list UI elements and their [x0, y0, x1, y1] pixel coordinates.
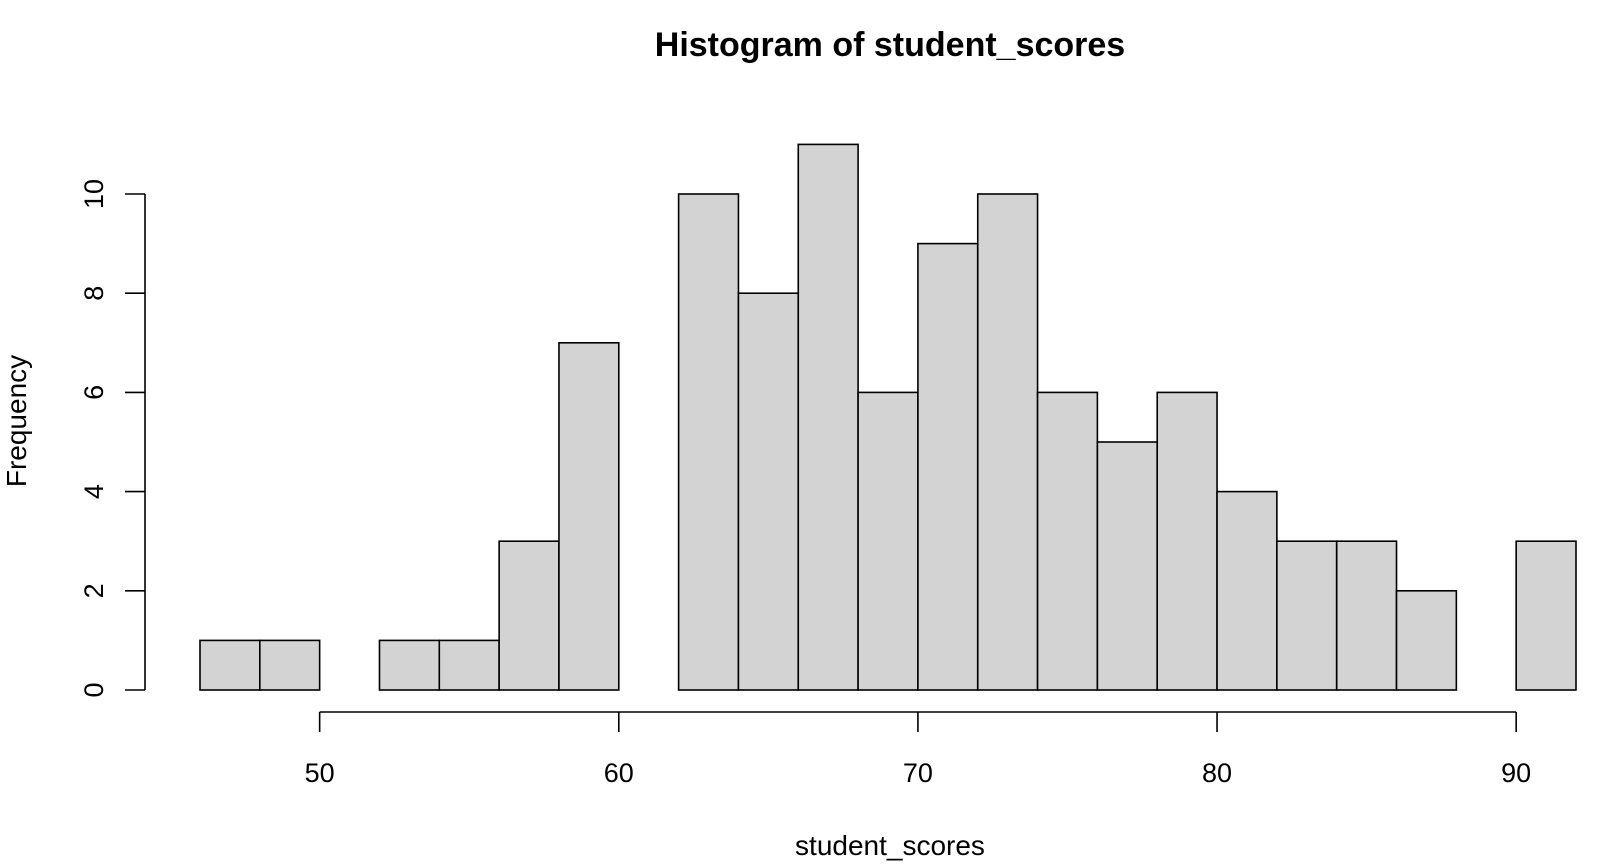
x-ticks-group: 50 60 70 80 90	[305, 712, 1531, 788]
histogram-bar	[498, 540, 560, 691]
histogram-bar	[976, 193, 1039, 691]
histogram-bar	[259, 639, 321, 691]
histogram-bar	[1216, 490, 1278, 691]
histogram-bar	[1515, 540, 1577, 691]
x-tick-label: 90	[1501, 758, 1531, 788]
x-axis-label: student_scores	[795, 830, 985, 861]
histogram-bar	[917, 242, 979, 691]
histogram-bar	[378, 639, 441, 691]
y-axis-label: Frequency	[1, 355, 32, 487]
histogram-bar	[797, 143, 859, 691]
y-tick-label: 10	[79, 179, 109, 209]
x-tick-label: 80	[1202, 758, 1232, 788]
chart-title: Histogram of student_scores	[655, 26, 1125, 64]
y-tick-label: 0	[79, 682, 109, 697]
histogram-bar	[677, 193, 740, 691]
histogram-bar	[1096, 441, 1159, 691]
x-tick-label: 50	[305, 758, 335, 788]
histogram-bar	[1276, 540, 1338, 691]
histogram-bar	[1335, 540, 1398, 691]
bars-group	[199, 143, 1577, 691]
histogram-bar	[1395, 589, 1458, 691]
y-tick-label: 6	[79, 385, 109, 400]
y-tick-label: 4	[79, 484, 109, 499]
histogram-bar	[199, 639, 261, 691]
histogram-bar	[857, 391, 919, 691]
histogram-bar	[1036, 391, 1099, 691]
x-tick-label: 70	[903, 758, 933, 788]
y-tick-label: 8	[79, 286, 109, 301]
y-ticks-group: 0 2 4 6 8 10	[79, 179, 145, 698]
y-tick-label: 2	[79, 583, 109, 598]
histogram-bar	[558, 341, 620, 691]
x-tick-label: 60	[604, 758, 634, 788]
histogram-bar	[737, 292, 800, 691]
histogram-bar	[438, 639, 500, 691]
histogram-bar	[1156, 391, 1218, 691]
